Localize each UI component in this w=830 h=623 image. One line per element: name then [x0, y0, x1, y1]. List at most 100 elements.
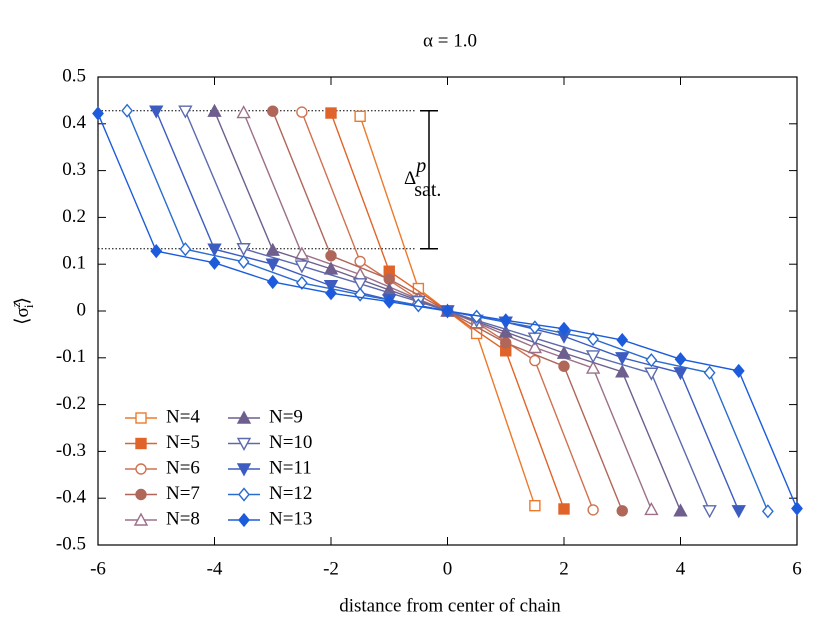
- data-point: [558, 503, 570, 515]
- data-point: [295, 275, 308, 291]
- legend-marker: [238, 512, 250, 528]
- data-point: [732, 363, 745, 378]
- annotation-part: Δ: [404, 168, 416, 189]
- data-point: [179, 242, 192, 257]
- data-point: [529, 354, 541, 367]
- y-tick-label: 0: [77, 299, 87, 320]
- y-tick-label: 0.4: [62, 112, 86, 133]
- data-point: [178, 105, 193, 119]
- data-point: [265, 258, 280, 272]
- legend-marker: [236, 410, 252, 424]
- legend-marker: [135, 412, 147, 424]
- data-point: [149, 105, 164, 119]
- data-point: [294, 246, 310, 260]
- data-point: [644, 367, 659, 381]
- data-point: [791, 501, 803, 516]
- y-tick-label: 0.3: [62, 159, 86, 180]
- data-point: [674, 352, 687, 367]
- legend-label: N=5: [166, 432, 200, 453]
- y-tick-label: -0.5: [56, 533, 86, 554]
- data-point: [587, 504, 599, 516]
- annotation: Δp sat.: [404, 155, 441, 201]
- x-tick-label: -2: [323, 558, 339, 579]
- data-point: [556, 345, 572, 359]
- series: [92, 106, 803, 516]
- data-point: [558, 360, 570, 372]
- legend-marker: [135, 463, 147, 475]
- legend-label: N=9: [269, 406, 303, 427]
- y-axis-label: ⟨σzi⟩: [8, 297, 36, 325]
- legend-item: N=5: [125, 432, 200, 453]
- y-tick-label: -0.3: [56, 440, 86, 461]
- y-label-part: i: [21, 304, 36, 308]
- data-point: [265, 242, 280, 256]
- y-label-part: ⟩: [12, 297, 33, 304]
- y-tick-label: 0.5: [62, 65, 86, 86]
- data-point: [673, 367, 688, 381]
- legend-item: N=10: [228, 432, 312, 453]
- data-point: [585, 360, 601, 374]
- legend-item: N=7: [125, 483, 200, 504]
- data-point: [731, 505, 746, 519]
- legend-marker: [238, 487, 250, 502]
- legend-label: N=12: [269, 483, 312, 504]
- x-tick-label: -6: [90, 558, 106, 579]
- x-tick-label: 4: [676, 558, 686, 579]
- legend-item: N=11: [228, 457, 312, 478]
- legend-item: N=13: [228, 508, 312, 529]
- legend-item: N=9: [228, 406, 303, 427]
- data-point: [644, 501, 659, 516]
- data-point: [354, 255, 366, 268]
- data-point: [673, 503, 688, 517]
- x-tick-label: 2: [559, 558, 569, 579]
- data-point: [236, 243, 251, 257]
- data-point: [528, 320, 541, 335]
- annotation-part: p: [414, 155, 426, 177]
- data-point: [527, 340, 543, 354]
- data-point: [92, 106, 104, 121]
- data-point: [412, 298, 425, 313]
- data-point: [558, 321, 570, 336]
- data-point: [354, 110, 366, 123]
- y-tick-label: 0.2: [62, 206, 86, 227]
- data-point: [208, 255, 221, 270]
- legend-label: N=7: [166, 483, 200, 504]
- legend-marker: [135, 437, 147, 450]
- data-point: [529, 499, 541, 512]
- data-point: [236, 105, 251, 119]
- legend-marker: [236, 463, 252, 477]
- data-point: [266, 274, 279, 290]
- legend-label: N=13: [269, 508, 312, 529]
- data-point: [645, 353, 658, 368]
- data-point: [237, 254, 250, 269]
- y-label-part: z: [8, 302, 23, 308]
- data-point: [441, 303, 454, 319]
- legend-item: N=12: [228, 483, 312, 504]
- data-point: [761, 504, 774, 519]
- data-point: [615, 352, 630, 366]
- y-tick-label: -0.2: [56, 393, 86, 414]
- data-point: [267, 105, 279, 117]
- data-point: [383, 294, 396, 309]
- data-point: [498, 324, 513, 338]
- legend-label: N=10: [269, 432, 312, 453]
- data-point: [352, 278, 368, 292]
- x-tick-label: 6: [792, 558, 802, 579]
- y-tick-label: -0.4: [56, 487, 87, 508]
- data-point: [615, 364, 630, 378]
- data-point: [323, 261, 339, 275]
- data-point: [207, 103, 222, 117]
- legend-marker: [133, 512, 149, 526]
- legend-item: N=8: [125, 508, 200, 529]
- legend-label: N=11: [269, 457, 312, 478]
- legend-marker: [135, 488, 147, 501]
- x-tick-label: -4: [207, 558, 223, 579]
- data-point: [527, 332, 543, 346]
- legend-marker: [236, 437, 252, 451]
- data-point: [325, 107, 337, 119]
- annotation-part: sat.: [414, 179, 441, 201]
- data-point: [296, 106, 308, 118]
- data-point: [121, 103, 134, 118]
